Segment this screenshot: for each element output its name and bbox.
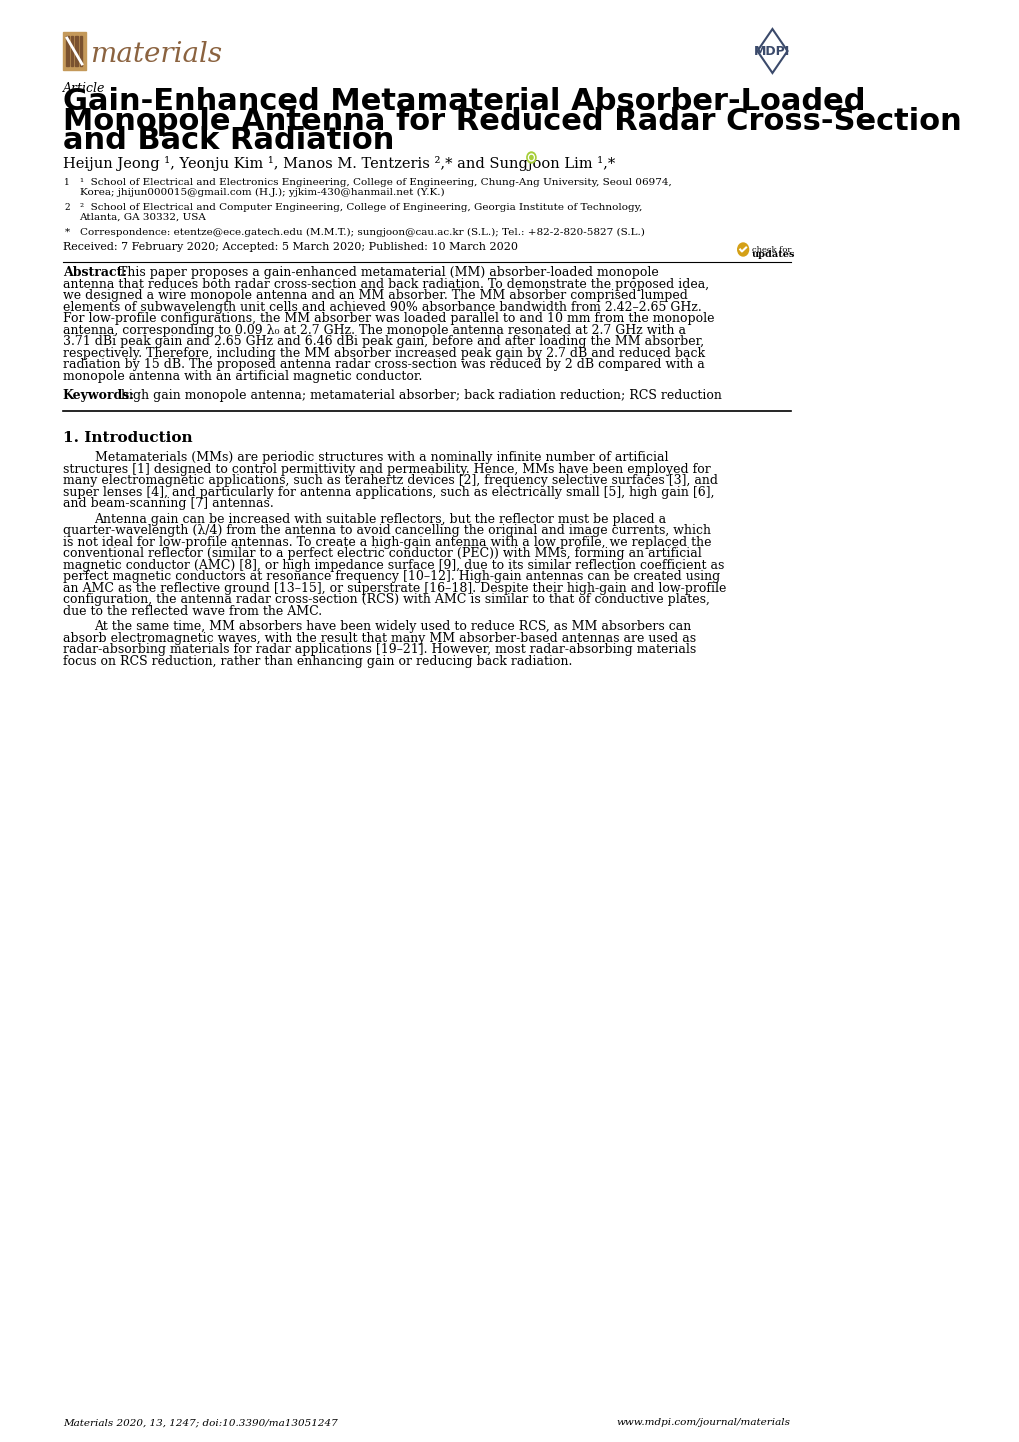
Text: 1: 1 [64,177,70,186]
Text: super lenses [4], and particularly for antenna applications, such as electricall: super lenses [4], and particularly for a… [63,486,713,499]
Text: monopole antenna with an artificial magnetic conductor.: monopole antenna with an artificial magn… [63,369,422,382]
Text: an AMC as the reflective ground [13–15], or superstrate [16–18]. Despite their h: an AMC as the reflective ground [13–15],… [63,581,726,594]
Text: materials: materials [91,42,222,69]
Text: Received: 7 February 2020; Accepted: 5 March 2020; Published: 10 March 2020: Received: 7 February 2020; Accepted: 5 M… [63,242,518,252]
Text: quarter-wavelength (λ/4) from the antenna to avoid cancelling the original and i: quarter-wavelength (λ/4) from the antenn… [63,523,710,536]
Text: 3.71 dBi peak gain and 2.65 GHz and 6.46 dBi peak gain, before and after loading: 3.71 dBi peak gain and 2.65 GHz and 6.46… [63,335,703,348]
Text: Korea; jhijun000015@gmail.com (H.J.); yjkim-430@hanmail.net (Y.K.): Korea; jhijun000015@gmail.com (H.J.); yj… [79,187,443,198]
Text: respectively. Therefore, including the MM absorber increased peak gain by 2.7 dB: respectively. Therefore, including the M… [63,346,704,359]
Text: due to the reflected wave from the AMC.: due to the reflected wave from the AMC. [63,604,322,617]
Text: Gain-Enhanced Metamaterial Absorber-Loaded: Gain-Enhanced Metamaterial Absorber-Load… [63,87,864,115]
Text: conventional reflector (similar to a perfect electric conductor (PEC)) with MMs,: conventional reflector (similar to a per… [63,547,701,559]
Text: Monopole Antenna for Reduced Radar Cross-Section: Monopole Antenna for Reduced Radar Cross… [63,107,961,136]
Text: Antenna gain can be increased with suitable reflectors, but the reflector must b: Antenna gain can be increased with suita… [95,512,666,525]
Bar [75,36,77,66]
Text: absorb electromagnetic waves, with the result that many MM absorber-based antenn: absorb electromagnetic waves, with the r… [63,632,695,645]
Bar [70,36,73,66]
Text: radiation by 15 dB. The proposed antenna radar cross-section was reduced by 2 dB: radiation by 15 dB. The proposed antenna… [63,358,704,371]
Text: and Back Radiation: and Back Radiation [63,125,393,154]
Text: Heijun Jeong ¹, Yeonju Kim ¹, Manos M. Tentzeris ²,* and Sungjoon Lim ¹,*: Heijun Jeong ¹, Yeonju Kim ¹, Manos M. T… [63,156,614,170]
Text: Materials 2020, 13, 1247; doi:10.3390/ma13051247: Materials 2020, 13, 1247; doi:10.3390/ma… [63,1417,337,1428]
Text: and beam-scanning [7] antennas.: and beam-scanning [7] antennas. [63,497,273,510]
Text: 1. Introduction: 1. Introduction [63,431,193,446]
Text: perfect magnetic conductors at resonance frequency [10–12]. High-gain antennas c: perfect magnetic conductors at resonance… [63,570,719,583]
Text: At the same time, MM absorbers have been widely used to reduce RCS, as MM absorb: At the same time, MM absorbers have been… [95,620,691,633]
Bar [63,32,87,71]
Text: we designed a wire monopole antenna and an MM absorber. The MM absorber comprise: we designed a wire monopole antenna and … [63,288,687,301]
Text: ²  School of Electrical and Computer Engineering, College of Engineering, Georgi: ² School of Electrical and Computer Engi… [79,202,641,212]
Text: high gain monopole antenna; metamaterial absorber; back radiation reduction; RCS: high gain monopole antenna; metamaterial… [121,389,721,402]
Text: 2: 2 [64,202,70,212]
Text: antenna that reduces both radar cross-section and back radiation. To demonstrate: antenna that reduces both radar cross-se… [63,277,708,290]
Bar [66,36,68,66]
Text: antenna, corresponding to 0.09 λ₀ at 2.7 GHz. The monopole antenna resonated at : antenna, corresponding to 0.09 λ₀ at 2.7… [63,323,685,336]
Text: is not ideal for low-profile antennas. To create a high-gain antenna with a low : is not ideal for low-profile antennas. T… [63,535,710,548]
Text: www.mdpi.com/journal/materials: www.mdpi.com/journal/materials [616,1417,790,1428]
Circle shape [529,156,533,160]
Circle shape [526,151,536,163]
Text: check for: check for [751,245,790,254]
Text: radar-absorbing materials for radar applications [19–21]. However, most radar-ab: radar-absorbing materials for radar appl… [63,643,695,656]
Text: Metamaterials (MMs) are periodic structures with a nominally infinite number of : Metamaterials (MMs) are periodic structu… [95,451,667,464]
Text: ¹  School of Electrical and Electronics Engineering, College of Engineering, Chu: ¹ School of Electrical and Electronics E… [79,177,671,186]
Text: many electromagnetic applications, such as terahertz devices [2], frequency sele: many electromagnetic applications, such … [63,474,717,487]
Text: focus on RCS reduction, rather than enhancing gain or reducing back radiation.: focus on RCS reduction, rather than enha… [63,655,572,668]
Circle shape [528,154,534,162]
Text: magnetic conductor (AMC) [8], or high impedance surface [9], due to its similar : magnetic conductor (AMC) [8], or high im… [63,558,723,571]
Text: Keywords:: Keywords: [63,389,135,402]
Text: Abstract:: Abstract: [63,265,126,278]
Text: Article: Article [63,82,105,95]
Text: MDPI: MDPI [754,45,790,58]
Bar [79,36,83,66]
Text: This paper proposes a gain-enhanced metamaterial (MM) absorber-loaded monopole: This paper proposes a gain-enhanced meta… [114,265,657,278]
Text: For low-profile configurations, the MM absorber was loaded parallel to and 10 mm: For low-profile configurations, the MM a… [63,311,713,324]
Text: updates: updates [751,249,794,260]
Text: *: * [64,228,69,236]
Text: structures [1] designed to control permittivity and permeability. Hence, MMs hav: structures [1] designed to control permi… [63,463,710,476]
Text: Correspondence: etentze@ece.gatech.edu (M.M.T.); sungjoon@cau.ac.kr (S.L.); Tel.: Correspondence: etentze@ece.gatech.edu (… [79,228,644,236]
Text: elements of subwavelength unit cells and achieved 90% absorbance bandwidth from : elements of subwavelength unit cells and… [63,300,701,313]
Text: Atlanta, GA 30332, USA: Atlanta, GA 30332, USA [79,213,206,222]
Text: configuration, the antenna radar cross-section (RCS) with AMC is similar to that: configuration, the antenna radar cross-s… [63,593,709,606]
Circle shape [737,244,748,257]
